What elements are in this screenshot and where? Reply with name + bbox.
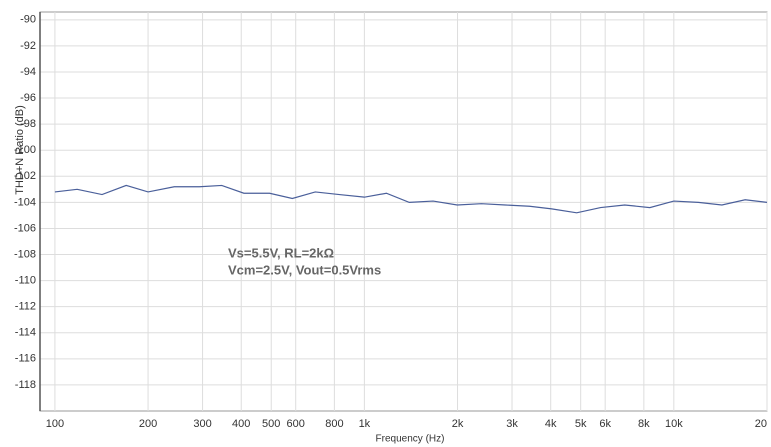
data-line	[54, 184, 768, 214]
annotation: Vcm=2.5V, Vout=0.5Vrms	[228, 262, 381, 277]
x-tick-label: 3k	[506, 418, 518, 430]
x-tick-label: 1k	[359, 418, 371, 430]
y-tick-label: -90	[20, 14, 36, 26]
y-tick-label: -96	[20, 92, 36, 104]
x-axis-label: Frequency (Hz)	[376, 434, 445, 445]
x-tick-label: 800	[325, 418, 343, 430]
y-tick-label: -116	[15, 353, 36, 365]
y-tick-label: -108	[14, 248, 36, 260]
x-tick-label: 6k	[599, 418, 611, 430]
x-tick-label: 2k	[452, 418, 464, 430]
annotation: Vs=5.5V, RL=2kΩ	[228, 245, 334, 260]
x-tick-label: 10k	[665, 418, 683, 430]
y-tick-label: -92	[20, 40, 36, 52]
x-tick-label: 500	[262, 418, 280, 430]
x-tick-label: 4k	[545, 418, 557, 430]
y-axis-label: THD+N Ratio (dB)	[14, 105, 26, 195]
x-tick-label: 300	[193, 418, 211, 430]
y-tick-label: -112	[15, 301, 36, 313]
plot-frame	[39, 11, 768, 412]
y-tick-label: -104	[14, 196, 36, 208]
x-tick-label: 5k	[575, 418, 587, 430]
x-tick-label: 200	[139, 418, 157, 430]
y-tick-label: -110	[15, 275, 36, 287]
y-tick-label: -114	[15, 327, 36, 339]
y-tick-label: -106	[14, 222, 36, 234]
x-tick-label: 8k	[638, 418, 650, 430]
y-tick-label: -102	[14, 170, 36, 182]
y-tick-label: -118	[15, 379, 36, 391]
x-tick-label: 600	[287, 418, 305, 430]
y-tick-label: -100	[14, 144, 36, 156]
x-tick-label: 400	[232, 418, 250, 430]
x-tick-label: 100	[46, 418, 64, 430]
y-tick-label: -94	[20, 66, 36, 78]
x-tick-label: 20	[755, 418, 767, 430]
y-tick-label: -98	[20, 118, 36, 130]
